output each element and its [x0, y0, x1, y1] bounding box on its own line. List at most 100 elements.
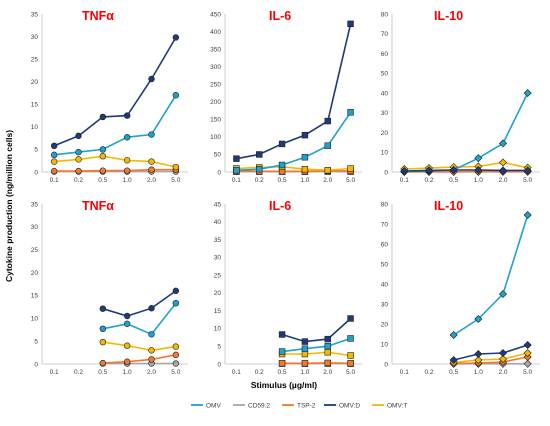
data-point — [324, 117, 331, 125]
y-tick-label: 35 — [31, 11, 39, 18]
data-point — [347, 335, 354, 342]
series-line — [54, 168, 176, 172]
series-line — [236, 165, 351, 172]
y-tick-label: 15 — [214, 308, 222, 315]
data-point — [278, 360, 286, 367]
series-line — [404, 169, 528, 172]
x-tick-label: 0.1 — [50, 369, 59, 376]
y-tick-label: 20 — [381, 321, 389, 328]
series-line — [281, 337, 351, 353]
data-point — [449, 330, 458, 340]
panel-title: IL-6 — [269, 9, 291, 23]
y-tick-label: 30 — [214, 255, 222, 262]
y-tick-label: 100 — [210, 134, 221, 141]
series-omv-d — [278, 315, 354, 345]
data-point — [172, 300, 180, 307]
data-point — [498, 158, 508, 167]
data-point — [99, 113, 107, 121]
data-point — [424, 166, 434, 175]
x-tick-label: 2.0 — [323, 177, 332, 184]
panel-1: 0 5 10 15 20 25 30 35 0.1 0.2 0.5 1.0 2.0 5.0 TNFα — [31, 9, 188, 184]
data-point — [172, 163, 180, 171]
data-point — [278, 140, 286, 148]
y-tick-label: 60 — [381, 241, 389, 248]
data-point — [301, 350, 309, 358]
series-line — [453, 352, 528, 364]
data-point — [99, 153, 107, 160]
data-point — [50, 142, 58, 150]
legend-item: OMV:T — [372, 402, 407, 409]
data-point — [400, 166, 409, 176]
data-point — [148, 158, 155, 165]
y-tick-label: 450 — [210, 11, 221, 18]
data-point — [50, 167, 58, 175]
data-point — [474, 349, 483, 359]
y-tick-label: 40 — [381, 281, 389, 288]
data-point — [474, 355, 483, 365]
series-line — [404, 161, 528, 170]
y-tick-label: 0 — [34, 361, 38, 368]
y-tick-label: 5 — [34, 338, 38, 345]
x-tick-label: 0.2 — [424, 369, 433, 376]
legend-label: CD59.2 — [248, 402, 270, 409]
y-tick-label: 70 — [381, 221, 389, 228]
y-tick-label: 10 — [381, 341, 389, 348]
data-point — [278, 331, 286, 338]
panel-6: 0 10 20 30 40 50 60 70 80 0.1 0.2 0.5 1.0 2.0 5.0 IL-10 — [381, 199, 540, 376]
data-point — [123, 134, 131, 141]
y-tick-label: 5 — [217, 344, 221, 351]
data-point — [75, 167, 82, 175]
data-point — [523, 348, 532, 358]
data-point — [347, 315, 354, 322]
y-tick-label: 20 — [214, 290, 222, 297]
x-tick-label: 0.2 — [424, 177, 433, 184]
y-tick-label: 50 — [381, 71, 389, 78]
series-line — [102, 354, 176, 364]
data-point — [523, 210, 532, 220]
legend: OMV CD59.2 TSP-2 OMV:D OMV:T — [191, 402, 407, 409]
x-tick-label: 1.0 — [474, 369, 483, 376]
x-tick-label: 5.0 — [171, 177, 180, 184]
data-point — [256, 165, 263, 173]
x-tick-label: 0.5 — [98, 369, 107, 376]
series-line — [54, 94, 177, 156]
x-tick-label: 0.2 — [255, 177, 264, 184]
data-point — [498, 354, 508, 364]
x-tick-label: 1.0 — [123, 177, 132, 184]
panel-title: IL-10 — [434, 199, 463, 213]
legend-label: OMV:D — [339, 402, 360, 409]
x-tick-label: 1.0 — [123, 369, 132, 376]
data-point — [324, 359, 331, 367]
legend-item: CD59.2 — [233, 402, 270, 409]
data-point — [449, 166, 458, 175]
data-point — [99, 167, 107, 174]
series-omv — [50, 92, 180, 159]
y-tick-label: 250 — [210, 82, 221, 89]
x-tick-label: 0.1 — [232, 177, 241, 184]
data-point — [172, 343, 180, 350]
data-point — [324, 335, 331, 343]
y-tick-label: 10 — [381, 150, 389, 157]
y-tick-label: 30 — [31, 34, 39, 41]
data-point — [172, 360, 180, 367]
series-omv-d — [99, 287, 180, 320]
series-omv-t — [99, 338, 180, 354]
series-omv-t — [50, 153, 180, 171]
data-point — [99, 359, 107, 367]
data-point — [99, 305, 107, 312]
data-point — [123, 157, 131, 164]
series-line — [236, 23, 352, 160]
x-tick-label: 0.5 — [449, 369, 458, 376]
x-tick-label: 2.0 — [498, 177, 507, 184]
data-point — [498, 166, 508, 175]
data-point — [523, 88, 532, 98]
x-tick-label: 5.0 — [171, 369, 180, 376]
y-tick-label: 0 — [384, 361, 388, 368]
x-tick-label: 0.5 — [449, 177, 458, 184]
series-omv — [233, 109, 354, 174]
y-tick-label: 50 — [214, 152, 222, 159]
panel-3: 0 10 20 30 40 50 60 70 80 0.1 0.2 0.5 1.0 2.0 5.0 IL-10 — [381, 9, 540, 184]
y-tick-label: 10 — [214, 326, 222, 333]
legend-item: OMV:D — [324, 402, 360, 409]
data-point — [347, 20, 354, 28]
